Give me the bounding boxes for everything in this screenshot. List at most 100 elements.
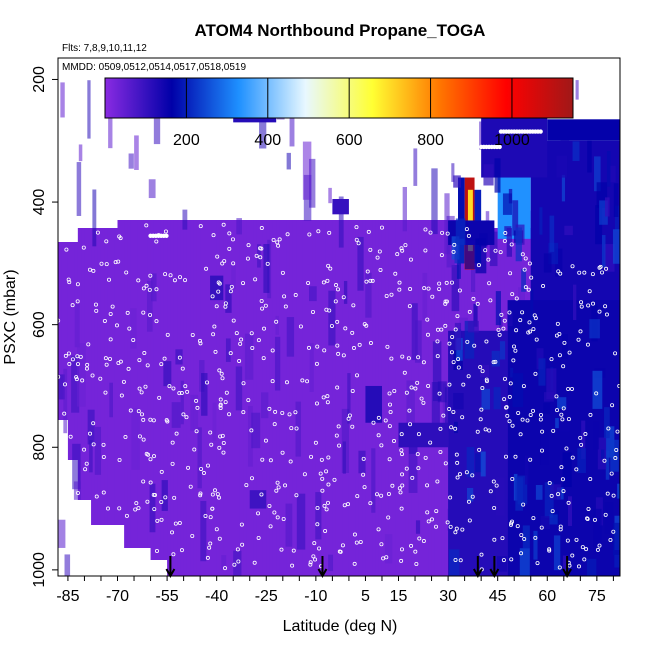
sample-dot — [66, 277, 71, 282]
heatmap-column — [124, 220, 128, 548]
sample-dot — [397, 486, 402, 491]
heatmap-column — [74, 242, 79, 460]
heatmap-streak — [175, 349, 183, 365]
sample-dot — [504, 454, 509, 459]
heatmap-streak — [342, 441, 346, 474]
sample-dot — [421, 539, 426, 544]
sample-dot — [178, 275, 183, 280]
sample-dot — [557, 353, 562, 358]
sample-dot — [574, 467, 579, 472]
heatmap-streak — [225, 338, 231, 362]
sample-dot — [321, 280, 326, 285]
heatmap-cell — [577, 448, 586, 473]
sample-dot — [261, 356, 266, 361]
heatmap-cell — [581, 420, 586, 459]
heatmap-streak — [261, 392, 269, 419]
heatmap-column — [127, 220, 132, 548]
sample-dot — [154, 549, 159, 554]
sample-dot — [308, 562, 313, 567]
sample-dot — [518, 432, 523, 437]
heatmap-cell — [507, 311, 513, 327]
heatmap-cell — [610, 439, 619, 472]
heatmap-cell — [456, 254, 461, 279]
heatmap-streak — [384, 534, 393, 564]
heatmap-column — [163, 220, 168, 560]
heatmap-cell — [515, 227, 522, 262]
sample-dot — [414, 561, 419, 566]
heatmap-streak — [357, 236, 364, 291]
sample-dot — [609, 471, 614, 476]
sample-dot — [528, 457, 533, 462]
sample-dot — [452, 242, 457, 247]
heatmap-cell — [593, 508, 602, 547]
sample-dot — [232, 562, 237, 567]
sample-dot — [273, 409, 278, 414]
sample-dot — [409, 543, 414, 548]
sample-dot — [606, 426, 611, 431]
sample-dot — [579, 300, 584, 305]
sample-dot — [180, 366, 185, 371]
sample-dot — [223, 304, 228, 309]
sample-dot — [136, 278, 141, 283]
sample-dot — [400, 452, 405, 457]
heatmap-streak — [92, 189, 97, 247]
x-tick-label: -70 — [106, 588, 129, 605]
sample-dot — [265, 261, 270, 266]
heatmap-streak — [402, 186, 407, 232]
sample-dot — [210, 294, 215, 299]
sample-dot — [510, 292, 515, 297]
sample-dot — [163, 272, 168, 277]
sample-dot — [67, 280, 72, 285]
sample-dot — [434, 524, 439, 529]
sample-dot — [212, 324, 217, 329]
sample-dot — [513, 348, 518, 353]
heatmap-cell — [594, 156, 601, 192]
sample-dot — [559, 412, 564, 417]
sample-dot — [437, 287, 442, 292]
sample-dot — [346, 502, 351, 507]
sample-dot — [597, 309, 602, 314]
sample-dot — [491, 479, 496, 484]
sample-dot — [154, 239, 159, 244]
sample-dot — [444, 280, 449, 285]
sample-dot — [378, 267, 383, 272]
sample-dot — [416, 432, 421, 437]
sample-dot — [201, 471, 206, 476]
heatmap-cell — [491, 350, 500, 367]
y-tick-label: 200 — [31, 66, 48, 93]
sample-dot — [406, 356, 411, 361]
heatmap-streak — [315, 492, 322, 540]
sample-dot — [313, 440, 318, 445]
sample-dot — [103, 390, 108, 395]
heatmap-column — [385, 220, 390, 576]
sample-dot — [62, 411, 67, 416]
sample-dot — [249, 428, 254, 433]
sample-dot — [260, 306, 265, 311]
x-axis: -85 -70 -55 -40 -25 -10 5 15 30 45 60 75 — [56, 576, 614, 605]
heatmap-column — [428, 220, 433, 576]
heatmap-column — [114, 228, 119, 525]
sample-dot — [570, 264, 575, 269]
sample-dot — [293, 293, 298, 298]
sample-dot — [586, 303, 591, 308]
sample-dot — [533, 535, 538, 540]
heatmap-cell — [601, 235, 606, 268]
heatmap-cell — [524, 455, 529, 485]
sample-dot — [329, 323, 334, 328]
sample-dot — [190, 332, 195, 337]
x-tick-label: -40 — [205, 588, 228, 605]
sample-dot — [208, 541, 213, 546]
sample-dot — [611, 529, 616, 534]
sample-dot — [426, 383, 431, 388]
heatmap-streak — [431, 168, 438, 235]
sample-dot — [426, 519, 431, 524]
heatmap-streak — [451, 264, 460, 312]
heatmap-streak — [259, 117, 267, 149]
sample-dot — [386, 515, 391, 520]
sample-dot — [291, 548, 296, 553]
sample-dot — [392, 439, 397, 444]
sample-dot — [397, 287, 402, 292]
sample-dot — [91, 442, 96, 447]
sample-dot — [144, 223, 149, 228]
sample-dot — [170, 440, 175, 445]
